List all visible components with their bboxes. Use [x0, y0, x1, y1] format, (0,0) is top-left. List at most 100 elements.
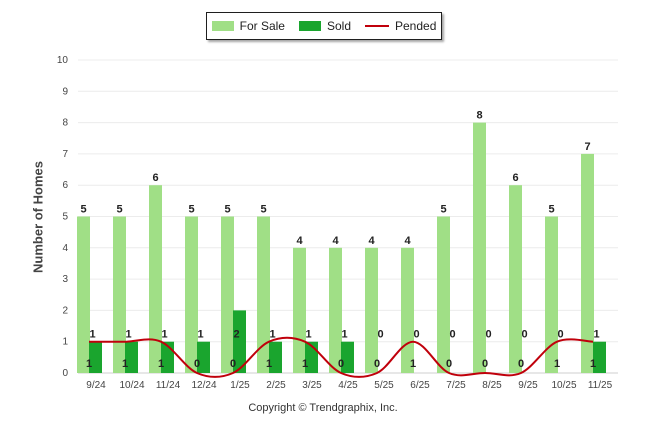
data-label-for-sale: 5: [260, 204, 266, 216]
bar-sold: [269, 341, 282, 373]
bar-for-sale: [149, 185, 162, 373]
bar-sold: [233, 310, 246, 373]
x-tick-label: 5/25: [374, 380, 394, 391]
data-label-sold: 0: [485, 329, 491, 341]
data-label-sold: 1: [305, 329, 311, 341]
bar-for-sale: [221, 216, 234, 373]
data-label-for-sale: 4: [296, 235, 303, 247]
y-tick-label: 7: [62, 149, 68, 160]
x-tick-label: 3/25: [302, 380, 322, 391]
data-label-sold: 1: [161, 329, 167, 341]
legend-swatch-sold: [298, 21, 321, 31]
data-label-for-sale: 5: [548, 204, 554, 216]
data-label-pended: 0: [446, 358, 452, 370]
data-label-sold: 1: [125, 329, 131, 341]
bar-for-sale: [437, 216, 450, 373]
bar-sold: [197, 341, 210, 373]
legend-item-pended: Pended: [365, 19, 436, 33]
bar-for-sale: [473, 122, 486, 373]
data-label-sold: 1: [89, 329, 95, 341]
data-label-for-sale: 7: [584, 141, 590, 153]
legend-swatch-pended: [365, 25, 389, 27]
bar-for-sale: [545, 216, 558, 373]
bar-for-sale: [293, 247, 306, 373]
data-label-sold: 2: [233, 329, 239, 341]
data-label-pended: 1: [266, 358, 272, 370]
x-tick-label: 8/25: [482, 380, 502, 391]
legend-item-for-sale: For Sale: [211, 19, 285, 33]
bar-sold: [125, 341, 138, 373]
data-label-for-sale: 5: [80, 204, 86, 216]
data-label-sold: 0: [377, 329, 383, 341]
bar-for-sale: [581, 153, 594, 373]
data-label-pended: 0: [338, 358, 344, 370]
y-tick-label: 9: [62, 86, 68, 97]
data-label-sold: 0: [557, 329, 563, 341]
y-axis-label: Number of Homes: [30, 161, 46, 273]
x-tick-label: 11/25: [588, 380, 613, 391]
data-label-for-sale: 5: [224, 204, 230, 216]
x-tick-label: 11/24: [156, 380, 181, 391]
legend-label-for-sale: For Sale: [239, 19, 285, 33]
legend-swatch-for-sale: [211, 21, 234, 31]
data-label-for-sale: 6: [512, 172, 518, 184]
x-tick-label: 7/25: [446, 380, 466, 391]
data-label-for-sale: 5: [440, 204, 446, 216]
copyright-text: Copyright © Trendgraphix, Inc.: [248, 402, 398, 414]
data-label-sold: 0: [413, 329, 419, 341]
y-tick-label: 2: [62, 305, 68, 316]
y-tick-label: 6: [62, 180, 68, 191]
data-label-pended: 0: [518, 358, 524, 370]
legend-label-pended: Pended: [395, 19, 437, 33]
data-label-pended: 1: [554, 358, 560, 370]
data-label-pended: 0: [482, 358, 488, 370]
bar-for-sale: [329, 247, 342, 373]
y-tick-label: 10: [57, 55, 69, 66]
data-label-for-sale: 5: [188, 204, 194, 216]
bar-for-sale: [77, 216, 90, 373]
data-label-pended: 1: [122, 358, 128, 370]
x-tick-label: 9/24: [86, 380, 106, 391]
data-label-pended: 1: [86, 358, 92, 370]
y-tick-label: 3: [62, 274, 68, 285]
bar-for-sale: [401, 247, 414, 373]
data-label-pended: 0: [374, 358, 380, 370]
legend-item-sold: Sold: [298, 19, 351, 33]
x-tick-label: 1/25: [230, 380, 250, 391]
data-label-pended: 0: [194, 358, 200, 370]
data-label-sold: 1: [269, 329, 275, 341]
data-label-sold: 1: [593, 329, 599, 341]
data-label-pended: 1: [410, 358, 416, 370]
bar-for-sale: [365, 247, 378, 373]
y-tick-label: 4: [62, 243, 68, 254]
y-tick-label: 8: [62, 118, 68, 129]
data-label-pended: 1: [158, 358, 164, 370]
x-tick-label: 12/24: [191, 380, 216, 391]
data-label-for-sale: 8: [476, 110, 482, 122]
data-label-for-sale: 6: [152, 172, 158, 184]
data-label-pended: 0: [230, 358, 236, 370]
bar-for-sale: [257, 216, 270, 373]
bar-sold: [593, 341, 606, 373]
y-tick-label: 1: [62, 337, 68, 348]
data-label-for-sale: 4: [332, 235, 339, 247]
bar-for-sale: [509, 185, 522, 373]
bar-sold: [341, 341, 354, 373]
legend: For Sale Sold Pended: [206, 12, 442, 40]
x-tick-label: 2/25: [266, 380, 286, 391]
data-label-sold: 0: [449, 329, 455, 341]
x-tick-label: 6/25: [410, 380, 430, 391]
bar-sold: [89, 341, 102, 373]
legend-label-sold: Sold: [326, 19, 351, 33]
data-label-pended: 1: [590, 358, 596, 370]
line-pended: [88, 336, 594, 378]
data-label-for-sale: 4: [404, 235, 411, 247]
data-label-sold: 0: [521, 329, 527, 341]
x-tick-label: 10/24: [119, 380, 144, 391]
bar-for-sale: [113, 216, 126, 373]
x-tick-label: 9/25: [518, 380, 538, 391]
bar-for-sale: [185, 216, 198, 373]
data-label-sold: 1: [341, 329, 347, 341]
data-label-for-sale: 5: [116, 204, 122, 216]
